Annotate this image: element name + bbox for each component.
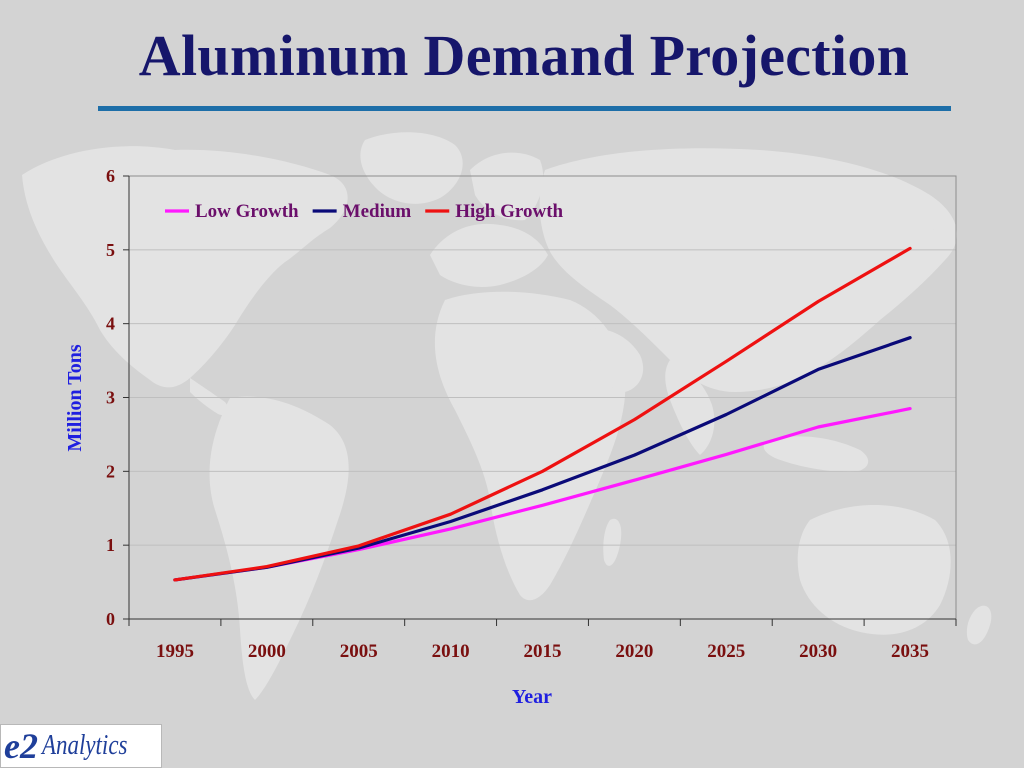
x-tick-label: 2020	[615, 641, 653, 662]
x-tick-label: 1995	[156, 641, 194, 662]
north-america-shape	[22, 146, 348, 388]
x-tick-label: 2010	[432, 641, 470, 662]
legend-label-medium: Medium	[343, 201, 412, 222]
legend: Low Growth Medium High Growth	[165, 201, 564, 222]
indonesia-shape	[763, 436, 869, 472]
y-tick-label: 4	[106, 314, 115, 334]
y-tick-label: 2	[106, 461, 115, 481]
legend-label-low-growth: Low Growth	[195, 201, 299, 222]
x-axis-title: Year	[512, 686, 552, 708]
slide-title: Aluminum Demand Projection	[138, 23, 910, 88]
legend-label-high-growth: High Growth	[455, 201, 563, 222]
x-tick-label: 2030	[799, 641, 837, 662]
new-zealand-shape	[966, 605, 992, 645]
europe-shape	[430, 223, 548, 287]
series-line-high-growth	[173, 246, 912, 582]
tick-labels: 0 1 2 3 4 5 6 1995 2000 2005 2010 2015 2020 2025 2030 2…	[106, 166, 929, 662]
x-tick-label: 2005	[340, 641, 378, 662]
series-line-medium	[173, 336, 912, 582]
arabia-shape	[582, 328, 644, 392]
scandinavia-shape	[470, 152, 544, 221]
logo-text: Analytics	[41, 730, 128, 761]
y-tick-label: 0	[106, 609, 115, 629]
x-tick-label: 2035	[891, 641, 929, 662]
series-line-low-growth	[173, 407, 912, 582]
africa-shape	[434, 291, 626, 601]
australia-shape	[797, 505, 951, 635]
x-tick-label: 2015	[524, 641, 562, 662]
y-tick-label: 5	[106, 240, 115, 260]
title-underline	[98, 106, 951, 111]
y-tick-label: 6	[106, 166, 115, 186]
central-america-shape	[190, 378, 229, 416]
y-tick-label: 1	[106, 535, 115, 555]
greenland-shape	[360, 132, 463, 204]
y-tick-label: 3	[106, 388, 115, 408]
x-tick-label: 2025	[707, 641, 745, 662]
india-shape	[665, 360, 715, 455]
logo-mark: e2	[4, 726, 38, 766]
japan-shape	[915, 228, 940, 279]
y-axis-title: Million Tons	[64, 344, 86, 451]
madagascar-shape	[603, 518, 622, 566]
axes	[123, 175, 957, 626]
series-lines	[173, 246, 912, 582]
x-tick-label: 2000	[248, 641, 286, 662]
asia-shape	[539, 148, 957, 392]
e2-analytics-logo: e2 Analytics	[0, 724, 162, 768]
south-america-shape	[209, 396, 349, 700]
